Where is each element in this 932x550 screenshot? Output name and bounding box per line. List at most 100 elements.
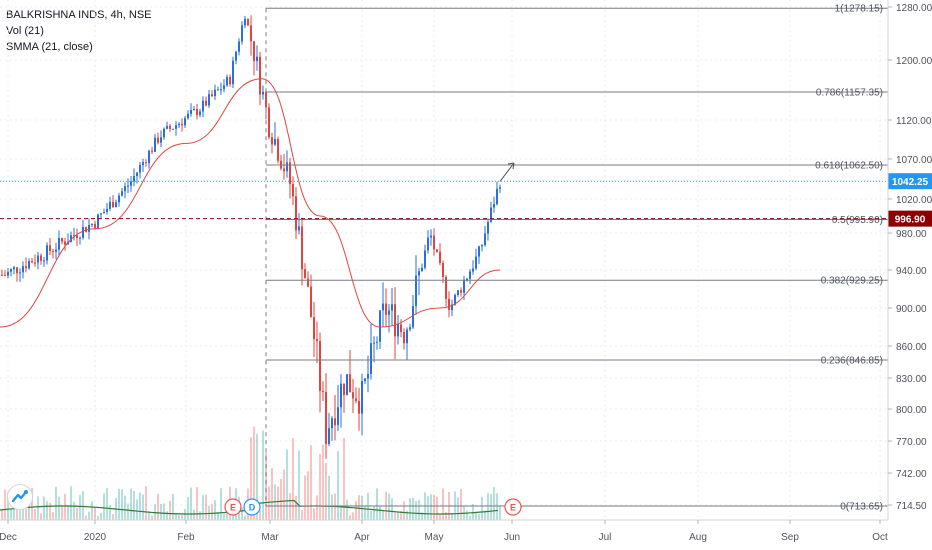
volume-bar [100, 512, 102, 520]
time-tick-label: Apr [354, 532, 370, 543]
candle-body [154, 137, 156, 152]
candle-body [337, 407, 339, 426]
candle-body [94, 223, 96, 228]
volume-bar [232, 511, 234, 520]
volume-bar [214, 500, 216, 520]
candle-body [331, 418, 333, 429]
candle-body [172, 128, 174, 130]
time-tick-label: Dec [0, 532, 17, 543]
candle-body [406, 329, 408, 344]
volume-bar [133, 491, 135, 520]
volume-bar [148, 510, 150, 520]
candle-body [274, 139, 276, 145]
volume-bar [82, 491, 84, 520]
candle-body [460, 290, 462, 293]
volume-bar [22, 507, 24, 520]
volume-bar [7, 492, 9, 520]
volume-bar [175, 512, 177, 520]
volume-bar [43, 496, 45, 520]
candle-body [316, 339, 318, 342]
volume-bar [307, 471, 309, 520]
candle-body [55, 249, 57, 252]
candle-body [409, 327, 411, 330]
volume-bar [67, 505, 69, 520]
volume-bar [322, 444, 324, 520]
volume-bar [85, 515, 87, 520]
candle-body [355, 398, 357, 402]
candle-body [376, 341, 378, 343]
candle-body [181, 123, 183, 126]
volume-bar [46, 501, 48, 520]
volume-bar [244, 515, 246, 520]
candle-body [238, 41, 240, 52]
candle-body [310, 286, 312, 318]
candle-body [451, 304, 453, 310]
candle-body [325, 391, 327, 444]
candle-body [400, 324, 402, 333]
volume-bar [328, 475, 330, 520]
candle-body [298, 226, 300, 231]
volume-bar [265, 452, 267, 520]
volume-bar [412, 497, 414, 520]
candles [1, 15, 501, 459]
volume-bar [193, 509, 195, 520]
candle-body [193, 109, 195, 111]
candle-body [97, 214, 99, 228]
candle-body [445, 277, 447, 299]
fib-level-label: 0.786(1157.35) [816, 87, 883, 98]
last-price-label: 1042.25 [892, 177, 929, 188]
volume-bar [319, 453, 321, 520]
volume-bar [292, 438, 294, 520]
logo-icon [11, 490, 28, 503]
volume-bar [223, 513, 225, 520]
candle-body [373, 342, 375, 344]
candle-body [382, 303, 384, 311]
arrow-head-icon [507, 162, 515, 170]
candle-body [475, 256, 477, 269]
volume-bar [31, 488, 33, 520]
candle-body [85, 226, 87, 232]
candle-body [142, 162, 144, 166]
candle-body [34, 262, 36, 264]
time-tick-label: Sep [781, 532, 799, 543]
candle-body [178, 123, 180, 126]
volume-bar [280, 478, 282, 520]
fibonacci-retracement[interactable]: 1(1278.15) 0.786(1157.35) 0.618(1062.50) 0.… [265, 4, 888, 513]
candle-body [418, 271, 420, 276]
volume-bar [451, 513, 453, 520]
candle-body [268, 107, 270, 138]
candle-body [211, 94, 213, 97]
volume-bar [196, 487, 198, 520]
candle-body [124, 186, 126, 192]
smma-curve [0, 78, 501, 328]
volume-bar [157, 493, 159, 520]
candle-body [481, 245, 483, 247]
volume-bar [478, 513, 480, 520]
candle-body [442, 262, 444, 278]
candle-body [289, 162, 291, 185]
candle-body [100, 213, 102, 215]
volume-bar [256, 433, 258, 520]
volume-bar [127, 503, 129, 520]
candle-body [25, 266, 27, 269]
candle-body [253, 41, 255, 62]
volume-bar [142, 494, 144, 520]
volume-bar [49, 502, 51, 520]
volume-bar [484, 510, 486, 520]
price-axis[interactable]: 1280.00 1200.00 1120.00 1070.00 1020.00 980.0… [887, 0, 932, 520]
time-axis[interactable]: Dec 2020 Feb Mar Apr May Jun Jul Aug Sep Oct [0, 519, 888, 543]
tradingview-logo[interactable] [7, 484, 33, 510]
candle-body [121, 191, 123, 196]
candle-body [46, 245, 48, 261]
candle-body [259, 56, 261, 95]
fib-level-label: 0.382(929.25) [821, 276, 883, 287]
volume-bar [352, 512, 354, 520]
candle-body [352, 392, 354, 399]
volume-bar [277, 486, 279, 520]
candle-body [487, 221, 489, 234]
candle-body [220, 89, 222, 91]
volume-bar [325, 462, 327, 520]
grid-lines [0, 0, 888, 520]
